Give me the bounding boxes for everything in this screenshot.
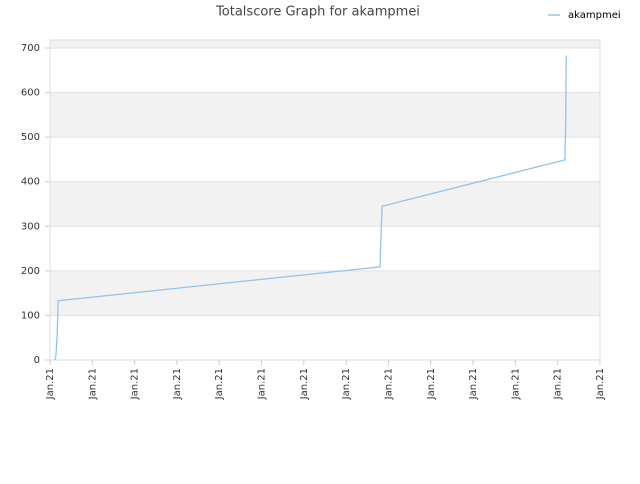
band bbox=[50, 270, 600, 316]
legend-label: akampmei bbox=[568, 10, 621, 21]
x-tick-label: Jan.21 bbox=[510, 368, 521, 400]
y-tick-label: 600 bbox=[21, 88, 40, 99]
band bbox=[50, 92, 600, 138]
y-tick-label: 0 bbox=[34, 355, 40, 366]
x-tick-label: Jan.21 bbox=[595, 368, 606, 400]
y-tick-label: 400 bbox=[21, 177, 40, 188]
x-tick-label: Jan.21 bbox=[257, 368, 268, 400]
x-tick-label: Jan.21 bbox=[426, 368, 437, 400]
x-tick-label: Jan.21 bbox=[341, 368, 352, 400]
x-tick-label: Jan.21 bbox=[172, 368, 183, 400]
line bbox=[54, 55, 567, 361]
y-tick-label: 700 bbox=[21, 43, 40, 54]
band bbox=[50, 40, 600, 49]
x-tick-label: Jan.21 bbox=[130, 368, 141, 400]
y-tick-label: 500 bbox=[21, 132, 40, 143]
y-tick-label: 100 bbox=[21, 310, 40, 321]
x-tick-label: Jan.21 bbox=[468, 368, 479, 400]
x-tick-label: Jan.21 bbox=[214, 368, 225, 400]
x-tick-label: Jan.21 bbox=[383, 368, 394, 400]
x-tick-label: Jan.21 bbox=[45, 368, 56, 400]
chart-title: Totalscore Graph for akampmei bbox=[215, 5, 420, 20]
band bbox=[50, 181, 600, 227]
y-tick-label: 300 bbox=[21, 221, 40, 232]
x-tick-label: Jan.21 bbox=[299, 368, 310, 400]
y-tick-label: 200 bbox=[21, 266, 40, 277]
x-tick-label: Jan.21 bbox=[87, 368, 98, 400]
plot-border bbox=[49, 39, 601, 361]
x-tick-label: Jan.21 bbox=[553, 368, 564, 400]
